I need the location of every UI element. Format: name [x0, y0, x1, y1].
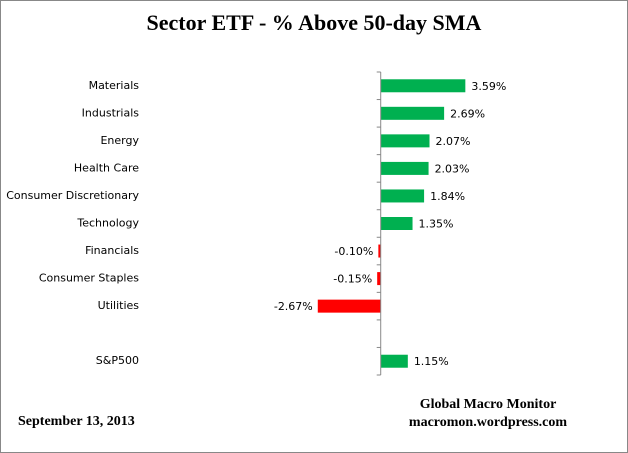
y-tick-label: Materials [89, 79, 140, 92]
value-label: -2.67% [274, 300, 313, 313]
bar [380, 106, 445, 120]
value-label: 1.84% [430, 190, 465, 203]
y-tick-label: Health Care [74, 161, 139, 174]
bar [380, 79, 466, 93]
bar [378, 244, 381, 258]
source: macromon.wordpress.com [409, 415, 567, 430]
value-label: 3.59% [471, 80, 506, 93]
value-label: 2.69% [450, 107, 485, 120]
chart-title: Sector ETF - % Above 50-day SMA [147, 10, 482, 35]
source: Global Macro Monitor [420, 397, 557, 412]
y-tick-label: Energy [100, 134, 139, 147]
y-tick-label: Industrials [82, 106, 140, 119]
bar [380, 189, 425, 203]
value-label: 2.07% [436, 135, 471, 148]
y-tick-label: Financials [85, 244, 139, 257]
date: September 13, 2013 [18, 414, 135, 429]
bar [377, 272, 381, 286]
y-tick-label: Technology [76, 217, 139, 230]
value-label: 2.03% [435, 162, 470, 175]
y-tick-label: Consumer Discretionary [6, 189, 139, 202]
value-label: 1.35% [419, 218, 454, 231]
bar [317, 299, 381, 313]
value-label: -0.15% [333, 273, 372, 286]
y-tick-label: S&P500 [96, 354, 139, 367]
bar [380, 354, 408, 368]
value-label: -0.10% [334, 245, 373, 258]
bar [380, 217, 413, 230]
value-label: 1.15% [414, 355, 449, 368]
y-tick-label: Utilities [98, 299, 140, 312]
bar [380, 161, 429, 175]
bar [380, 134, 430, 148]
y-tick-label: Consumer Staples [39, 272, 139, 285]
